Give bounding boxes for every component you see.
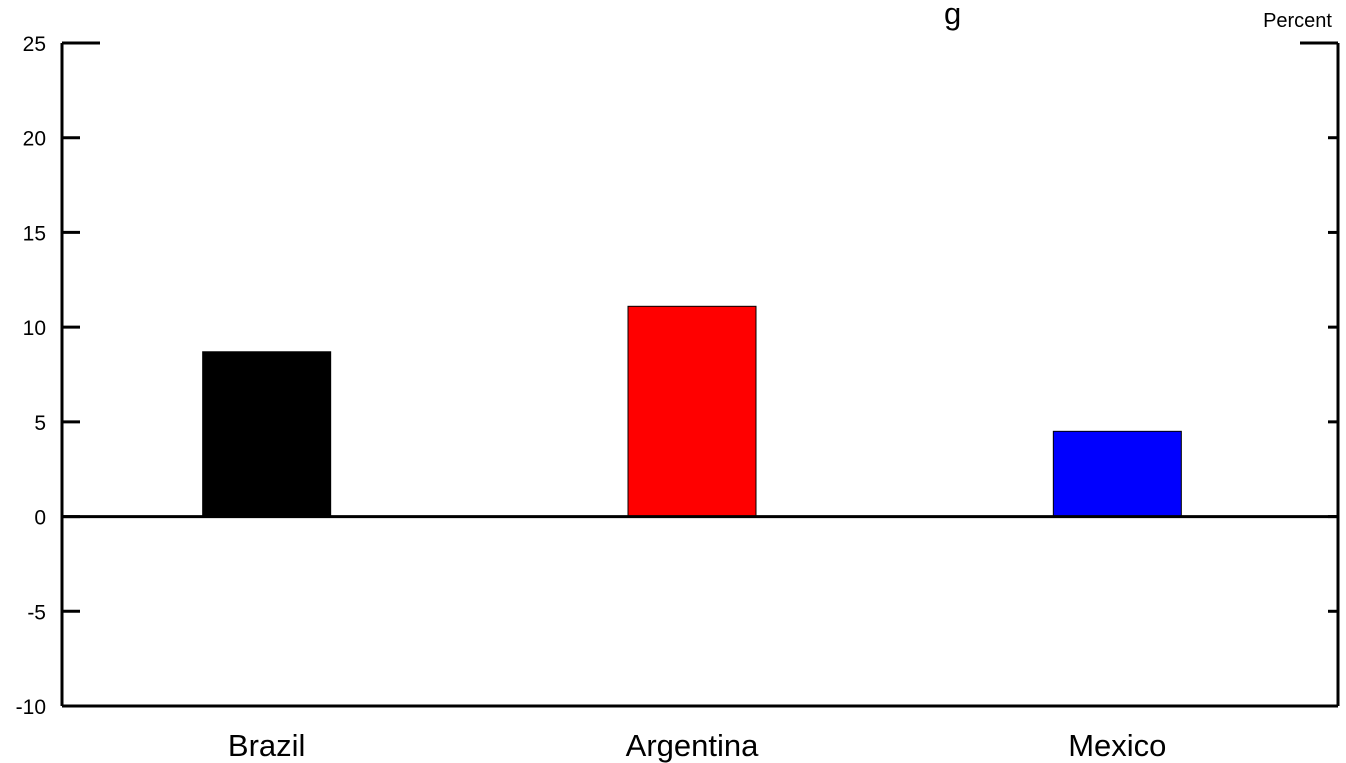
y-tick-label: 20 xyxy=(23,128,46,151)
y-tick-label: 25 xyxy=(23,33,46,56)
y-tick-label: 10 xyxy=(23,317,46,340)
y-tick-label: 15 xyxy=(23,222,46,245)
x-category-label: Argentina xyxy=(626,728,759,763)
y-tick-label: -10 xyxy=(16,696,46,719)
chart-title-fragment: g xyxy=(944,0,961,31)
bar-mexico xyxy=(1052,430,1182,518)
x-category-label: Mexico xyxy=(1068,728,1166,763)
unit-label: Percent xyxy=(1263,10,1332,32)
y-tick-label: 5 xyxy=(34,412,46,435)
bar-argentina xyxy=(627,305,757,518)
y-tick-label: -5 xyxy=(27,601,46,624)
bars xyxy=(202,305,1182,518)
x-category-label: Brazil xyxy=(228,728,306,763)
plot-axes xyxy=(60,41,1340,708)
y-tick-label: 0 xyxy=(34,507,46,530)
x-axis-labels: Brazil Argentina Mexico xyxy=(228,728,1167,763)
bar-brazil xyxy=(202,351,332,518)
